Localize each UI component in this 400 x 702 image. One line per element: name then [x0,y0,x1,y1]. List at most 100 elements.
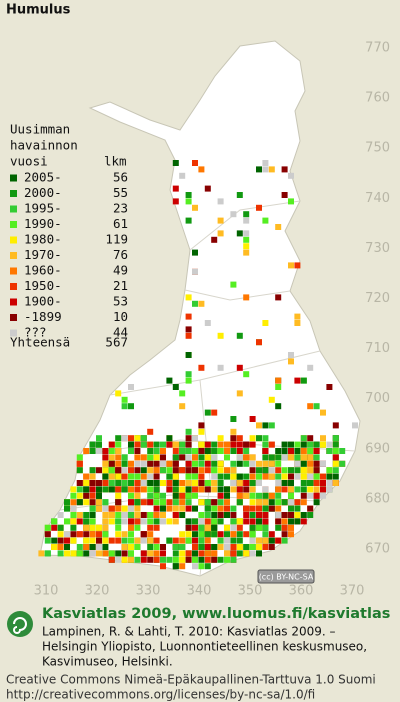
occurrence-square [275,492,282,499]
occurrence-square [57,550,64,557]
occurrence-square [198,448,205,454]
occurrence-square [262,486,269,493]
occurrence-square [38,550,45,557]
occurrence-square [217,467,224,474]
occurrence-square [192,268,198,275]
occurrence-square [185,537,192,544]
occurrence-square [115,467,122,474]
occurrence-square [275,377,282,384]
occurrence-square [185,524,192,531]
east-grid-label: 350 [238,584,263,599]
occurrence-square [192,160,198,166]
occurrence-square [185,326,192,333]
occurrence-square [64,537,70,544]
occurrence-square [185,371,192,378]
occurrence-square [230,531,237,538]
occurrence-square [128,467,134,474]
occurrence-square [313,467,320,474]
occurrence-square [288,441,294,448]
occurrence-square [121,403,128,410]
occurrence-square [76,467,83,474]
occurrence-square [102,505,109,512]
occurrence-square [121,460,128,467]
occurrence-square [198,556,205,563]
occurrence-square [236,537,243,544]
occurrence-square [275,448,282,454]
occurrence-square [115,524,122,531]
occurrence-square [179,441,186,448]
occurrence-square [198,563,205,570]
occurrence-square [166,505,173,512]
occurrence-square [185,480,192,486]
occurrence-square [153,499,160,506]
occurrence-square [179,390,186,397]
occurrence-square [307,512,314,518]
occurrence-square [89,512,96,518]
occurrence-square [179,512,186,518]
occurrence-square [172,467,179,474]
occurrence-square [70,499,77,506]
occurrence-square [320,492,326,499]
occurrence-square [89,544,96,550]
occurrence-square [185,435,192,442]
occurrence-square [44,550,51,557]
occurrence-square [326,384,333,390]
occurrence-square [83,550,90,557]
occurrence-square [166,518,173,525]
occurrence-square [185,486,192,493]
occurrence-square [249,441,256,448]
occurrence-square [121,454,128,461]
occurrence-square [313,486,320,493]
occurrence-square [89,467,96,474]
occurrence-square [147,480,154,486]
occurrence-square [307,505,314,512]
occurrence-square [256,480,262,486]
occurrence-square [115,537,122,544]
occurrence-square [243,480,250,486]
occurrence-square [83,512,90,518]
occurrence-square [204,537,211,544]
occurrence-square [96,499,102,506]
occurrence-square [256,473,262,480]
occurrence-square [294,473,301,480]
occurrence-square [275,384,282,390]
occurrence-square [236,550,243,557]
occurrence-square [281,524,288,531]
occurrence-square [211,454,218,461]
occurrence-square [192,524,198,531]
occurrence-square [70,524,77,531]
occurrence-square [115,499,122,506]
occurrence-square [217,499,224,506]
occurrence-square [288,505,294,512]
occurrence-square [179,492,186,499]
occurrence-square [121,537,128,544]
occurrence-square [76,480,83,486]
occurrence-square [198,499,205,506]
occurrence-square [185,505,192,512]
occurrence-square [160,505,166,512]
occurrence-square [76,512,83,518]
occurrence-square [76,518,83,525]
occurrence-square [192,550,198,557]
occurrence-square [211,518,218,525]
occurrence-square [230,211,237,218]
occurrence-square [300,377,307,384]
north-grid-label: 680 [365,491,390,506]
occurrence-square [166,480,173,486]
occurrence-square [204,563,211,570]
occurrence-square [147,518,154,525]
occurrence-square [307,454,314,461]
occurrence-square [326,448,333,454]
occurrence-square [243,294,250,301]
occurrence-square [243,441,250,448]
legend-total-count: 567 [105,335,128,350]
occurrence-square [153,518,160,525]
occurrence-square [198,544,205,550]
occurrence-square [300,512,307,518]
occurrence-square [256,550,262,557]
occurrence-square [140,518,147,525]
occurrence-square [115,505,122,512]
occurrence-square [256,339,262,346]
occurrence-square [204,454,211,461]
occurrence-square [115,473,122,480]
